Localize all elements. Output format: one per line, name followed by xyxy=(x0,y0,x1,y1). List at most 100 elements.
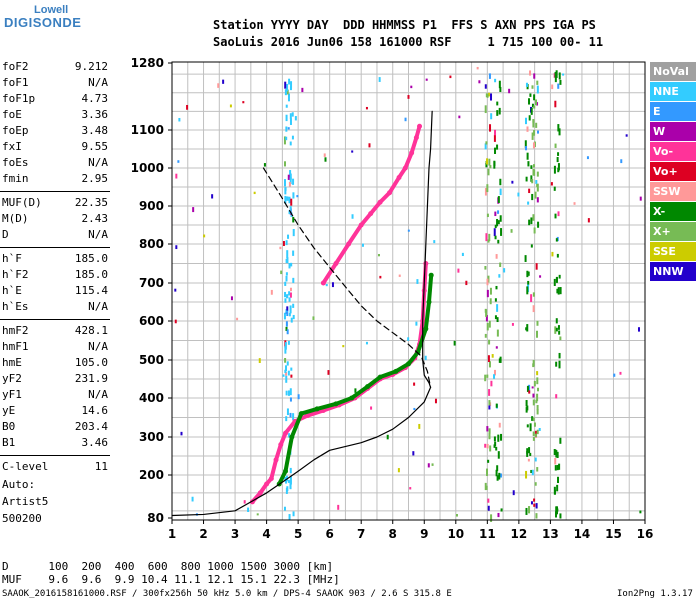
echo-dot xyxy=(494,298,497,302)
param-row: C-level 11 xyxy=(2,460,108,476)
footer-muf-row: MUF 9.6 9.6 9.9 10.4 11.1 12.1 15.1 22.3… xyxy=(2,573,340,586)
echo-dot xyxy=(489,165,492,169)
echo-dot xyxy=(243,500,246,504)
echo-dot xyxy=(498,274,501,278)
echo-dot xyxy=(639,510,642,514)
param-row: yF1 N/A xyxy=(2,388,108,404)
series-point xyxy=(283,430,289,436)
echo-dot xyxy=(557,83,560,89)
echo-dot xyxy=(485,485,488,490)
param-row: B0 203.4 xyxy=(2,420,108,436)
echo-dot xyxy=(532,417,535,422)
param-row: h`E 115.4 xyxy=(2,284,108,300)
legend-item: W xyxy=(650,122,696,141)
echo-dot xyxy=(497,196,500,203)
echo-dot xyxy=(404,117,407,122)
echo-dot xyxy=(490,380,493,387)
echo-dot xyxy=(537,387,540,392)
param-row: foF1p 4.73 xyxy=(2,92,108,108)
series-point xyxy=(257,490,263,496)
echo-dot xyxy=(284,369,287,374)
echo-dot xyxy=(532,431,535,437)
echo-dot xyxy=(536,404,539,411)
echo-dot xyxy=(534,457,537,462)
echo-dot xyxy=(494,224,497,229)
echo-dot xyxy=(532,119,535,128)
param-row: M(D) 2.43 xyxy=(2,212,108,228)
echo-dot xyxy=(485,163,488,168)
x-tick-label: 2 xyxy=(199,527,207,541)
echo-dot xyxy=(532,436,535,441)
echo-dot xyxy=(557,476,560,484)
param-separator xyxy=(0,319,110,320)
echo-dot xyxy=(490,93,493,101)
legend-item: X+ xyxy=(650,222,696,241)
echo-dot xyxy=(289,177,292,185)
echo-dot xyxy=(525,507,528,515)
echo-dot xyxy=(485,233,488,242)
echo-dot xyxy=(529,423,532,432)
echo-dot xyxy=(536,320,539,326)
echo-dot xyxy=(494,315,497,320)
echo-dot xyxy=(487,459,490,463)
echo-dot xyxy=(493,161,496,166)
chart-series xyxy=(171,110,434,517)
series-line-virtual-height-profile xyxy=(171,110,433,517)
echo-dot xyxy=(337,504,340,510)
echo-dot xyxy=(284,281,287,286)
echo-dot xyxy=(535,513,538,519)
echo-dot xyxy=(511,322,514,326)
echo-dot xyxy=(528,506,531,514)
series-point xyxy=(278,442,284,448)
echo-dot xyxy=(527,280,530,286)
echo-dot xyxy=(489,445,492,452)
echo-dot xyxy=(288,78,291,85)
echo-dot xyxy=(559,513,562,519)
echo-dot xyxy=(486,322,489,331)
param-row: hmE 105.0 xyxy=(2,356,108,372)
series-point xyxy=(409,150,415,156)
param-row: MUF(D) 22.35 xyxy=(2,196,108,212)
x-tick-label: 9 xyxy=(420,527,428,541)
param-label: B0 xyxy=(2,420,16,433)
series-point xyxy=(396,175,402,180)
param-label: fmin xyxy=(2,172,29,185)
echo-dot xyxy=(551,84,554,90)
echo-dot xyxy=(286,83,289,92)
series-point xyxy=(365,384,371,390)
echo-dot xyxy=(531,178,534,184)
echo-dot xyxy=(484,443,487,448)
x-tick-label: 8 xyxy=(389,527,397,541)
echo-dot xyxy=(554,213,557,219)
echo-dot xyxy=(361,243,364,247)
echo-dot xyxy=(559,437,562,444)
header-line1: Station YYYY DAY DDD HHMMSS P1 FFS S AXN… xyxy=(213,18,596,32)
echo-dot xyxy=(290,198,293,206)
echo-dot xyxy=(288,291,291,296)
echo-dot xyxy=(290,81,293,89)
series-point xyxy=(387,190,393,196)
echo-dot xyxy=(191,496,194,502)
echo-dot xyxy=(528,447,531,454)
echo-dot xyxy=(485,93,488,98)
echo-dot xyxy=(331,282,334,288)
echo-dot xyxy=(327,370,330,375)
param-label: yF1 xyxy=(2,388,22,401)
echo-dot xyxy=(533,422,536,427)
echo-dot xyxy=(524,255,527,262)
echo-dot xyxy=(555,394,558,399)
echo-dot xyxy=(531,416,534,421)
y-tick-label: 400 xyxy=(139,391,164,405)
param-row: h`F2 185.0 xyxy=(2,268,108,284)
echo-dot xyxy=(288,433,291,438)
echo-dot xyxy=(476,66,479,70)
echo-dot xyxy=(418,423,421,429)
echo-dot xyxy=(526,286,529,295)
echo-dot xyxy=(488,361,491,368)
echo-dot xyxy=(555,276,558,283)
autoscaling-line1: Auto: xyxy=(2,478,36,491)
echo-dot xyxy=(534,99,537,106)
echo-dot xyxy=(486,213,489,218)
echo-dot xyxy=(256,513,259,516)
echo-dot xyxy=(289,206,292,213)
